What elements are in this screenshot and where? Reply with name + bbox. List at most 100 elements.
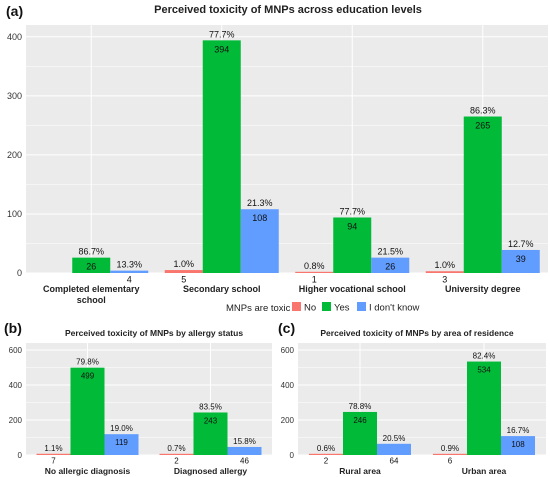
count-label: 39 [516, 254, 526, 264]
y-tick-label: 400 [7, 32, 22, 42]
count-label: 26 [86, 262, 96, 272]
legend-swatch [322, 302, 331, 311]
x-category-label: Urban area [462, 466, 507, 476]
panel-letter: (a) [6, 3, 23, 19]
y-tick-label: 200 [9, 416, 23, 425]
bar-i-don-t-know [371, 257, 410, 273]
count-label: 534 [477, 366, 491, 375]
count-label: 64 [390, 457, 399, 466]
legend: MNPs are toxic No Yes I don't know [226, 302, 420, 314]
y-tick-label: 0 [290, 451, 295, 460]
y-tick-label: 0 [18, 451, 23, 460]
chart-title: Perceived toxicity of MNPs by area of re… [320, 328, 513, 338]
percent-label: 79.8% [76, 358, 99, 367]
bar-i-don-t-know [104, 434, 139, 455]
count-label: 2 [324, 457, 329, 466]
percent-label: 82.4% [473, 352, 496, 361]
x-category-label: Secondary school [183, 284, 261, 294]
percent-label: 0.7% [167, 444, 185, 453]
chart-title: Perceived toxicity of MNPs across educat… [154, 4, 422, 16]
bar-yes [343, 411, 377, 455]
bar-yes [467, 361, 501, 455]
count-label: 243 [204, 416, 218, 425]
percent-label: 1.0% [173, 259, 194, 269]
x-category-label: No allergic diagnosis [45, 466, 131, 476]
bar-i-don-t-know [110, 270, 149, 273]
percent-label: 21.3% [247, 198, 273, 208]
bar-no [159, 453, 194, 455]
percent-label: 1.1% [44, 444, 62, 453]
legend-swatch [357, 302, 366, 311]
count-label: 2 [174, 457, 179, 466]
x-category-label: Completed elementary [43, 284, 140, 294]
count-label: 265 [475, 121, 490, 131]
count-label: 4 [127, 275, 132, 285]
percent-label: 86.3% [470, 106, 496, 116]
bar-no [309, 453, 343, 455]
count-label: 26 [385, 262, 395, 272]
count-label: 1 [312, 275, 317, 285]
count-label: 394 [214, 44, 229, 54]
count-label: 499 [81, 372, 95, 381]
y-tick-label: 400 [281, 381, 295, 390]
bar-yes [333, 217, 372, 273]
percent-label: 15.8% [233, 437, 256, 446]
bar-yes [70, 367, 105, 455]
percent-label: 77.7% [339, 206, 365, 216]
panel-letter: (c) [278, 320, 295, 336]
chart-panel-3: 0 200 400 600 0.6% 2 78.8% 246 20.5% 64 Rural area… [278, 320, 546, 476]
bar-no [164, 270, 203, 273]
percent-label: 0.9% [441, 444, 459, 453]
percent-label: 13.3% [116, 260, 142, 270]
percent-label: 16.7% [507, 426, 530, 435]
percent-label: 20.5% [383, 434, 406, 443]
y-tick-label: 400 [9, 381, 23, 390]
bar-i-don-t-know [240, 209, 279, 273]
legend-item-label: No [304, 303, 316, 314]
x-category-label: University degree [445, 284, 521, 294]
percent-label: 0.6% [317, 444, 335, 453]
y-tick-label: 200 [7, 150, 22, 160]
count-label: 108 [511, 440, 525, 449]
chart-title: Perceived toxicity of MNPs by allergy st… [65, 328, 243, 338]
bar-yes [202, 40, 241, 273]
x-category-label: Rural area [339, 466, 381, 476]
count-label: 94 [347, 221, 357, 231]
bar-i-don-t-know [227, 446, 262, 455]
legend-title: MNPs are toxic [226, 303, 291, 314]
count-label: 6 [448, 457, 453, 466]
y-tick-label: 100 [7, 209, 22, 219]
percent-label: 0.8% [304, 261, 325, 271]
bar-i-don-t-know [377, 443, 411, 455]
percent-label: 77.7% [209, 29, 235, 39]
bar-no [36, 453, 71, 455]
count-label: 5 [181, 275, 186, 285]
bar-yes [193, 412, 228, 455]
percent-label: 21.5% [377, 247, 403, 257]
bar-no [425, 271, 464, 273]
bar-no [295, 271, 334, 273]
count-label: 119 [115, 438, 128, 447]
legend-item-label: I don't know [369, 303, 420, 314]
count-label: 7 [51, 457, 56, 466]
y-tick-label: 300 [7, 91, 22, 101]
percent-label: 1.0% [434, 260, 455, 270]
legend-item-label: Yes [334, 303, 350, 314]
percent-label: 78.8% [349, 402, 372, 411]
count-label: 46 [240, 457, 249, 466]
chart-panel-2: 0 200 400 600 1.1% 7 79.8% 499 19.0% 119 No allerg… [4, 320, 272, 476]
bar-yes [72, 257, 111, 273]
legend-swatch [292, 302, 301, 311]
count-label: 246 [353, 416, 367, 425]
y-tick-label: 0 [17, 268, 22, 278]
y-tick-label: 600 [9, 346, 23, 355]
percent-label: 12.7% [508, 239, 534, 249]
bar-i-don-t-know [501, 436, 535, 455]
x-category-label: Higher vocational school [299, 284, 406, 294]
percent-label: 86.7% [78, 247, 104, 257]
y-tick-label: 200 [281, 416, 295, 425]
bar-no [433, 453, 467, 455]
count-label: 3 [442, 275, 447, 285]
plot-background [26, 343, 272, 455]
